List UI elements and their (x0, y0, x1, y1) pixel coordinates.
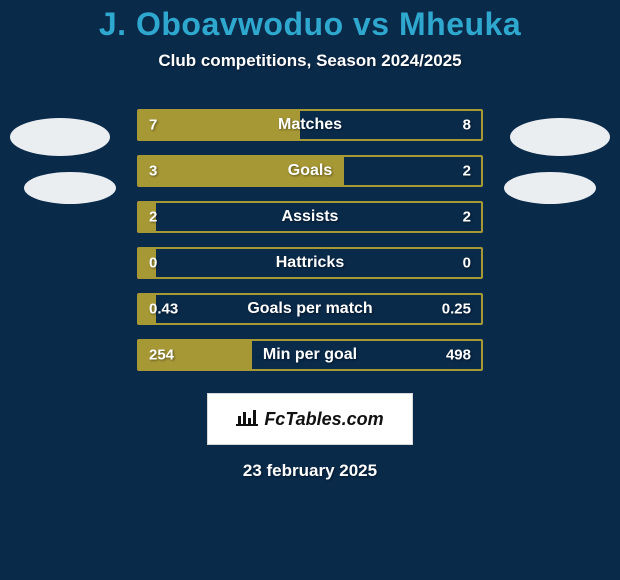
stat-bar-fill-left (139, 249, 156, 277)
stat-bar-fill-left (139, 295, 156, 323)
stat-bar-fill-left (139, 111, 300, 139)
stat-bar-fill-left (139, 157, 344, 185)
stat-bar-value-right: 498 (446, 347, 471, 364)
stat-bar: Assists22 (137, 201, 483, 233)
stat-bar-value-right: 2 (463, 163, 471, 180)
stat-bar: Goals per match0.430.25 (137, 293, 483, 325)
stat-bar: Goals32 (137, 155, 483, 187)
page-title: J. Oboavwoduo vs Mheuka (99, 6, 521, 43)
stat-bar-value-right: 0 (463, 255, 471, 272)
stat-bar-label: Hattricks (139, 254, 481, 272)
source-logo-text: FcTables.com (264, 409, 383, 430)
comparison-infographic: J. Oboavwoduo vs Mheuka Club competition… (0, 0, 620, 580)
stat-bar-fill-left (139, 341, 252, 369)
source-logo: FcTables.com (207, 393, 413, 445)
stat-bar: Hattricks00 (137, 247, 483, 279)
club-badge-placeholder-left (24, 172, 116, 204)
stat-bar-fill-left (139, 203, 156, 231)
player-photo-placeholder-right (510, 118, 610, 156)
stat-bar: Matches78 (137, 109, 483, 141)
stat-bar-value-right: 8 (463, 117, 471, 134)
stat-bars: Matches78Goals32Assists22Hattricks00Goal… (137, 109, 483, 371)
chart-icon (236, 408, 258, 431)
club-badge-placeholder-right (504, 172, 596, 204)
stat-bar-label: Assists (139, 208, 481, 226)
stat-bar-value-right: 0.25 (442, 301, 471, 318)
player-photo-placeholder-left (10, 118, 110, 156)
stat-bar-label: Goals per match (139, 300, 481, 318)
footer-date: 23 february 2025 (243, 461, 377, 481)
stat-bar: Min per goal254498 (137, 339, 483, 371)
page-subtitle: Club competitions, Season 2024/2025 (158, 51, 461, 71)
stat-bar-value-right: 2 (463, 209, 471, 226)
